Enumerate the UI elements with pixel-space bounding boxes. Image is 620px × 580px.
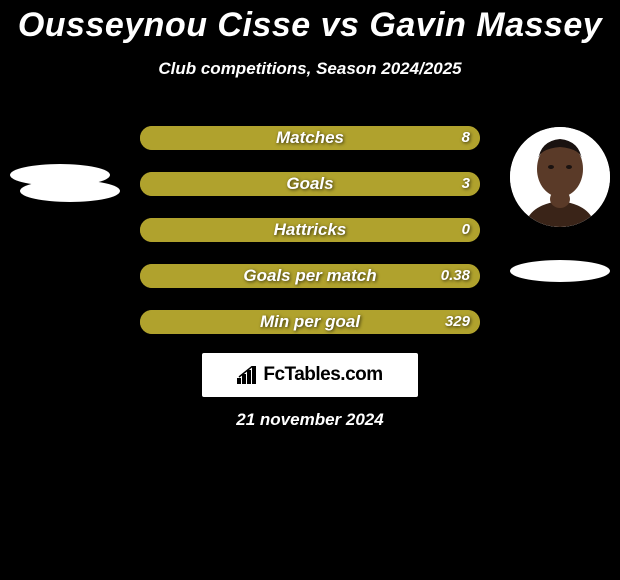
stat-value-right: 329	[445, 310, 470, 334]
stat-row: Goals per match0.38	[140, 264, 480, 288]
stat-bars: Matches8Goals3Hattricks0Goals per match0…	[140, 126, 480, 356]
stat-label: Hattricks	[140, 218, 480, 242]
player-right-avatar	[510, 127, 610, 227]
stat-value-right: 0.38	[441, 264, 470, 288]
stat-label: Goals	[140, 172, 480, 196]
player-right-shadow	[510, 260, 610, 282]
stat-label: Min per goal	[140, 310, 480, 334]
stat-row: Goals3	[140, 172, 480, 196]
date-stamp: 21 november 2024	[0, 410, 620, 430]
stat-value-right: 8	[462, 126, 470, 150]
subtitle: Club competitions, Season 2024/2025	[0, 59, 620, 79]
stat-row: Hattricks0	[140, 218, 480, 242]
stat-label: Goals per match	[140, 264, 480, 288]
brand-logo-text: FcTables.com	[263, 364, 382, 386]
player-left-shadow	[20, 180, 120, 202]
stat-label: Matches	[140, 126, 480, 150]
stat-value-right: 0	[462, 218, 470, 242]
brand-logo: FcTables.com	[202, 353, 418, 397]
stat-value-right: 3	[462, 172, 470, 196]
stat-row: Min per goal329	[140, 310, 480, 334]
page-title: Ousseynou Cisse vs Gavin Massey	[0, 0, 620, 45]
chart-icon	[237, 366, 259, 384]
stat-row: Matches8	[140, 126, 480, 150]
